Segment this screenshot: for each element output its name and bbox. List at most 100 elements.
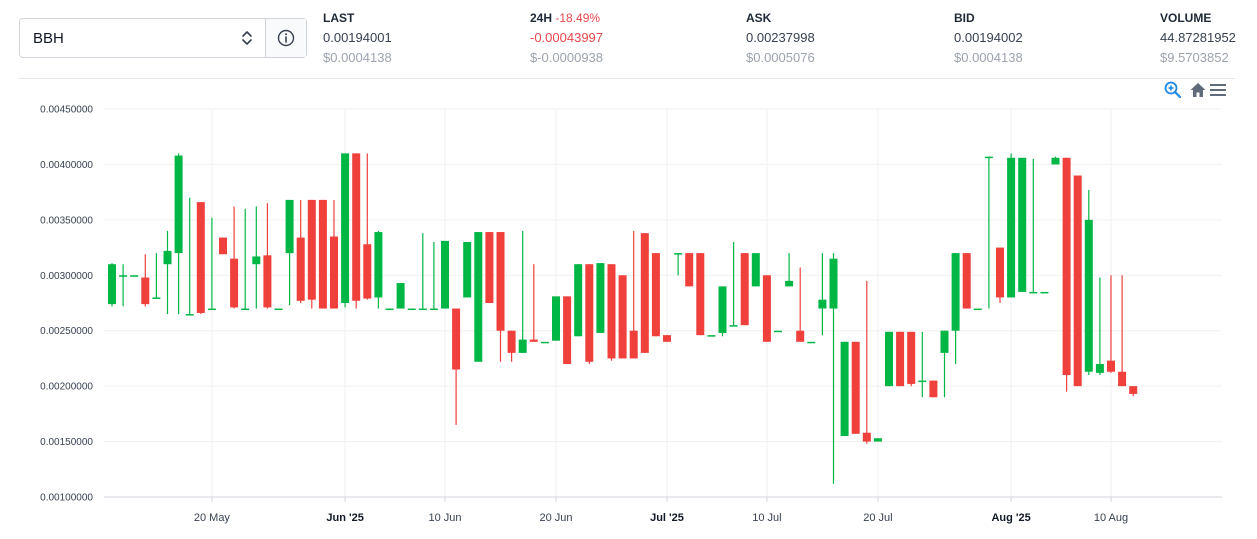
y-tick-label: 0.00250000: [40, 326, 93, 337]
pair-selector[interactable]: BBH: [19, 18, 307, 58]
candle: [108, 263, 116, 307]
candle: [862, 280, 871, 444]
candle: [207, 217, 216, 311]
candle-body: [485, 232, 494, 303]
y-tick-label: 0.00450000: [40, 105, 93, 116]
candle: [163, 230, 172, 315]
candle-body: [585, 264, 594, 362]
candle-body: [452, 308, 461, 370]
candle-body: [507, 330, 516, 353]
x-tick-label: Jun '25: [326, 512, 363, 524]
stat-24h-usd: $-0.0000938: [530, 50, 604, 65]
candle: [130, 275, 139, 277]
candle: [1084, 189, 1093, 376]
candle: [740, 253, 749, 326]
candle-body: [441, 240, 449, 309]
market-header: BBH LAST 0.00194001 $0.0004138 24H -18.4…: [0, 0, 1257, 78]
candle-body: [1118, 371, 1127, 387]
candle-body: [751, 253, 760, 287]
candle-body: [418, 308, 427, 311]
candle: [141, 254, 150, 307]
y-tick-label: 0.00300000: [40, 271, 93, 282]
candle-body: [829, 258, 838, 309]
candle-body: [940, 330, 949, 353]
candle-body: [241, 308, 250, 311]
candle-body: [396, 283, 405, 309]
candle-body: [529, 339, 538, 342]
stat-last: LAST 0.00194001 $0.0004138: [323, 10, 392, 66]
candle-body: [596, 263, 605, 333]
candle: [119, 264, 128, 307]
candle-body: [152, 297, 161, 299]
candle-body: [785, 280, 794, 287]
pair-info-button[interactable]: [266, 19, 306, 57]
candle-body: [552, 296, 560, 341]
candle-body: [996, 247, 1004, 298]
stat-volume-usd: $9.5703852: [1160, 50, 1229, 65]
candle-body: [385, 308, 394, 311]
candle: [385, 308, 394, 311]
candle: [1073, 175, 1082, 387]
candle: [318, 199, 327, 309]
candle: [984, 156, 993, 309]
candle: [585, 264, 594, 364]
candle-body: [1051, 157, 1060, 165]
candle: [785, 253, 794, 287]
candle-body: [307, 199, 316, 300]
candle-body: [762, 275, 771, 342]
stat-ask-label: ASK: [746, 11, 772, 25]
candle-body: [518, 339, 527, 353]
candle: [396, 283, 405, 309]
candle-body: [818, 299, 827, 309]
candle: [485, 232, 494, 303]
pair-dropdown[interactable]: BBH: [20, 19, 266, 57]
x-tick-label: 10 Jul: [752, 512, 781, 524]
candle: [640, 233, 649, 353]
candle-body: [407, 308, 416, 311]
candle-body: [1018, 157, 1027, 292]
candle-body: [318, 199, 327, 309]
candle: [1107, 275, 1115, 373]
stat-24h-percent: -18.49%: [555, 11, 601, 25]
candle: [374, 230, 383, 309]
candle-body: [1129, 386, 1138, 394]
x-tick-label: 20 Jul: [863, 512, 892, 524]
stat-last-value: 0.00194001: [323, 30, 392, 45]
home-icon[interactable]: [1188, 80, 1208, 100]
candle: [1051, 156, 1060, 165]
candle: [607, 264, 616, 361]
candle-body: [962, 253, 971, 309]
stat-24h-label-row: 24H -18.49%: [530, 10, 603, 26]
candle-body: [918, 380, 927, 383]
candle: [651, 253, 660, 337]
candle-body: [718, 286, 727, 333]
candle: [496, 232, 505, 362]
x-tick-label: 20 May: [194, 512, 231, 524]
candle: [907, 331, 916, 387]
menu-icon[interactable]: [1208, 80, 1228, 100]
candle-body: [896, 331, 905, 387]
candle-body: [1095, 363, 1104, 373]
candle: [1029, 158, 1038, 294]
info-icon: [277, 29, 295, 47]
candle: [618, 275, 627, 359]
y-tick-label: 0.00350000: [40, 215, 93, 226]
stat-24h-label: 24H: [530, 11, 553, 25]
candle: [418, 233, 427, 311]
stat-bid-label: BID: [954, 11, 975, 25]
candlestick-chart[interactable]: 0.00100000 0.00150000 0.00200000 0.00250000…: [0, 95, 1257, 539]
stat-24h-value: -0.00043997: [530, 30, 604, 45]
candle: [285, 199, 294, 306]
candle: [840, 341, 849, 437]
candle: [174, 153, 183, 315]
candle: [996, 247, 1004, 303]
chart-toolbar: [1160, 80, 1232, 102]
candle-body: [862, 432, 871, 442]
candle: [718, 286, 727, 337]
candle-body: [685, 253, 694, 287]
candle: [751, 253, 760, 287]
stat-ask-usd: $0.0005076: [746, 50, 815, 65]
zoom-in-icon[interactable]: [1163, 80, 1183, 100]
candle: [518, 230, 527, 353]
candle-body: [1007, 157, 1016, 298]
